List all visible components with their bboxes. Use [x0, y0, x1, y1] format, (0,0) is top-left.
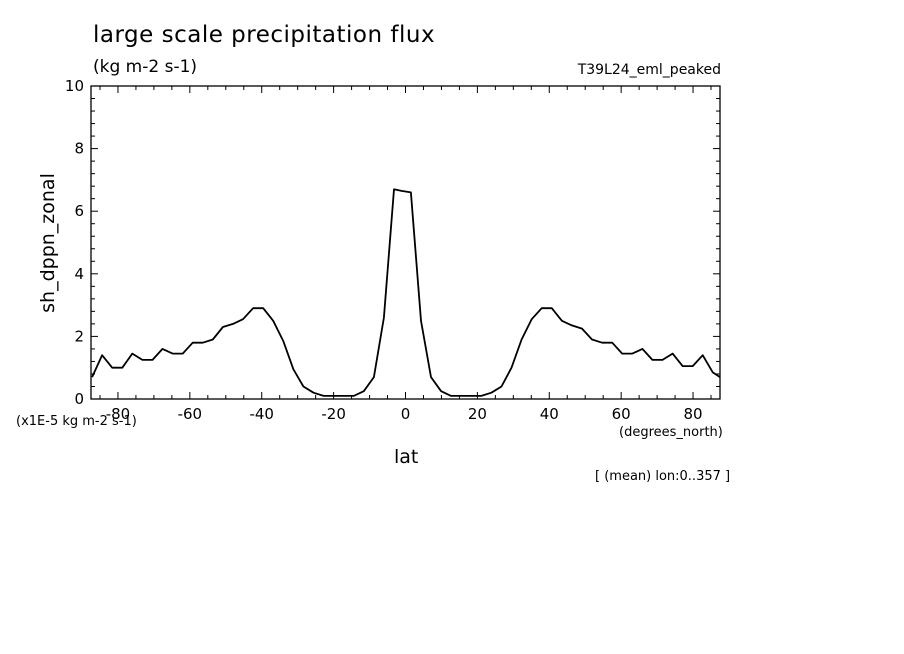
x-tick-label: 80: [683, 405, 702, 423]
units-label: (kg m-2 s-1): [93, 57, 198, 77]
x-tick-label: 40: [540, 405, 559, 423]
x-tick-label: 0: [401, 405, 411, 423]
x-tick-label: -20: [321, 405, 346, 423]
chart-title: large scale precipitation flux: [93, 22, 436, 48]
footnote: [ (mean) lon:0..357 ]: [595, 469, 731, 484]
y-tick-label: 2: [74, 327, 84, 345]
y-axis-label: sh_dppn_zonal: [37, 173, 59, 313]
series-line: [91, 188, 721, 397]
x-units-label: (degrees_north): [619, 425, 723, 440]
y-tick-label: 8: [74, 140, 84, 158]
x-tick-label: 60: [612, 405, 631, 423]
scale-factor-label: (x1E-5 kg m-2 s-1): [16, 414, 137, 429]
plot-frame: [90, 85, 721, 400]
y-tick-label: 0: [74, 390, 84, 408]
y-tick-label: 10: [65, 77, 84, 95]
y-tick-label: 4: [74, 265, 84, 283]
x-tick-label: -40: [249, 405, 274, 423]
model-label: T39L24_eml_peaked: [577, 62, 721, 78]
x-tick-label: 20: [468, 405, 487, 423]
x-tick-label: -60: [178, 405, 203, 423]
x-tick-label: -80: [106, 405, 131, 423]
x-axis-label: lat: [394, 446, 419, 468]
y-tick-label: 6: [74, 202, 84, 220]
